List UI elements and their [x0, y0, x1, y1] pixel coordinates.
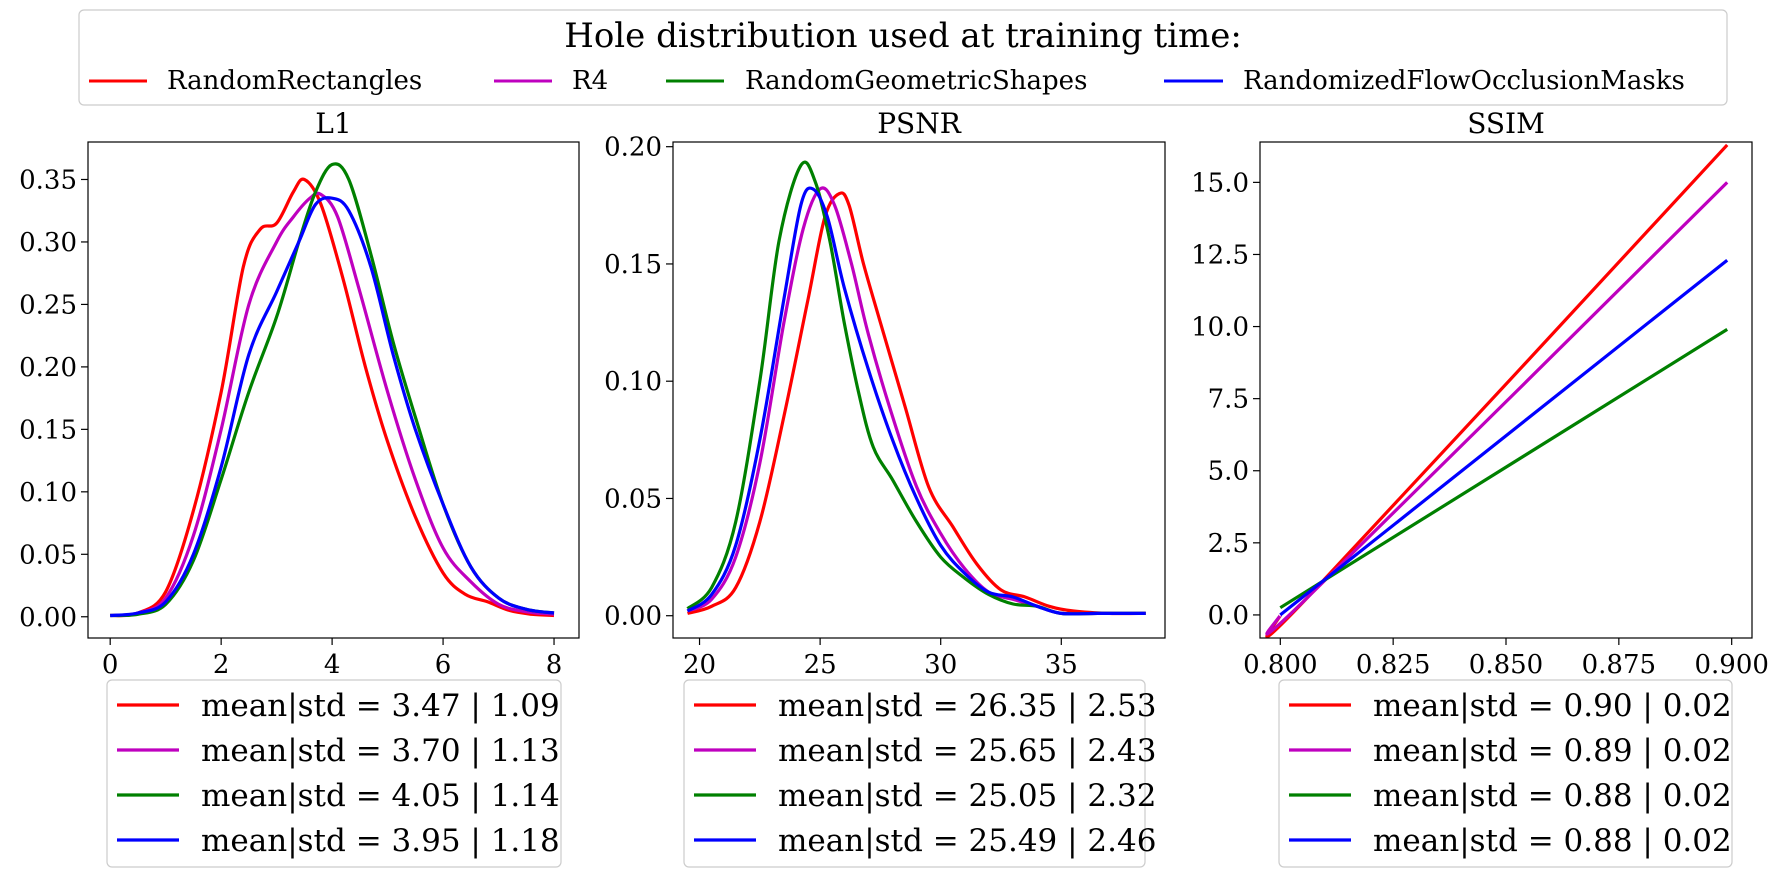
ssim-ytick-label-4: 10.0: [1191, 313, 1249, 343]
l1-ytick-label-2: 0.10: [19, 478, 77, 508]
psnr-title: PSNR: [877, 107, 962, 140]
l1-legend-label-3: mean|std = 3.95 | 1.18: [201, 823, 560, 859]
psnr-ytick-label-4: 0.20: [604, 133, 662, 163]
header-label-2: RandomGeometricShapes: [745, 66, 1087, 96]
l1-xtick-label-1: 2: [213, 650, 230, 680]
l1-ytick-label-3: 0.15: [19, 415, 77, 445]
l1-ytick-label-6: 0.30: [19, 228, 77, 258]
l1-ytick-label-4: 0.20: [19, 353, 77, 383]
psnr-legend-label-1: mean|std = 25.65 | 2.43: [778, 733, 1156, 769]
ssim-xtick-label-2: 0.850: [1469, 650, 1543, 680]
l1-series-1: [110, 191, 555, 618]
l1-ytick-label-5: 0.25: [19, 290, 77, 320]
l1-legend-label-0: mean|std = 3.47 | 1.09: [201, 688, 560, 724]
l1-series-3: [110, 196, 555, 618]
l1-panel: L1 0 2 4 6 8 0.00 0.05 0.10 0.15 0.20 0.25 0.30 0.35 m…: [19, 107, 580, 868]
ssim-ytick-label-6: 15.0: [1191, 168, 1249, 198]
psnr-series-3: [686, 186, 1146, 616]
psnr-legend: mean|std = 26.35 | 2.53 mean|std = 25.65 …: [683, 679, 1156, 868]
ssim-legend-label-0: mean|std = 0.90 | 0.02: [1373, 688, 1732, 724]
header-label-1: R4: [572, 66, 608, 96]
l1-xtick-label-4: 8: [546, 650, 563, 680]
l1-series-0: [110, 177, 555, 618]
ssim-xtick-label-1: 0.825: [1356, 650, 1430, 680]
psnr-legend-label-2: mean|std = 25.05 | 2.32: [778, 778, 1156, 814]
psnr-legend-box: [683, 679, 1146, 868]
header-title: Hole distribution used at training time:: [564, 16, 1242, 56]
ssim-title: SSIM: [1467, 107, 1545, 140]
l1-xtick-label-3: 6: [435, 650, 452, 680]
l1-legend-box: [106, 679, 562, 868]
ssim-panel: SSIM 0.800 0.825 0.850 0.875 0.900 0.0 2.5 5.0 7.…: [1191, 107, 1769, 868]
l1-ytick-label-7: 0.35: [19, 165, 77, 195]
psnr-axes-frame: [672, 141, 1166, 639]
psnr-legend-label-3: mean|std = 25.49 | 2.46: [778, 823, 1156, 859]
l1-series-group: [110, 162, 555, 618]
ssim-legend-label-3: mean|std = 0.88 | 0.02: [1373, 823, 1732, 859]
ssim-legend-label-2: mean|std = 0.88 | 0.02: [1373, 778, 1732, 814]
l1-axes-frame: [87, 141, 580, 639]
ssim-xtick-label-4: 0.900: [1694, 650, 1768, 680]
ssim-ytick-label-1: 2.5: [1208, 529, 1249, 559]
psnr-xtick-label-3: 35: [1045, 650, 1078, 680]
psnr-ytick-label-3: 0.15: [604, 250, 662, 280]
psnr-ytick-label-2: 0.10: [604, 367, 662, 397]
psnr-series-2: [686, 160, 1146, 616]
ssim-legend-label-1: mean|std = 0.89 | 0.02: [1373, 733, 1732, 769]
l1-title: L1: [315, 107, 351, 140]
psnr-series-group: [686, 160, 1146, 616]
header-label-3: RandomizedFlowOcclusionMasks: [1243, 66, 1685, 96]
psnr-xtick-label-1: 25: [804, 650, 837, 680]
l1-legend-label-1: mean|std = 3.70 | 1.13: [201, 733, 560, 769]
ssim-series-1: [1265, 181, 1729, 636]
l1-legend: mean|std = 3.47 | 1.09 mean|std = 3.70 | …: [106, 679, 562, 868]
ssim-series-group: [1265, 143, 1729, 638]
psnr-legend-label-0: mean|std = 26.35 | 2.53: [778, 688, 1156, 724]
l1-legend-label-2: mean|std = 4.05 | 1.14: [201, 778, 560, 814]
l1-xtick-label-0: 0: [102, 650, 119, 680]
psnr-ytick-label-0: 0.00: [604, 602, 662, 632]
ssim-ytick-label-5: 12.5: [1191, 240, 1249, 270]
ssim-ytick-label-0: 0.0: [1208, 601, 1249, 631]
header-label-0: RandomRectangles: [167, 66, 422, 96]
ssim-series-2: [1279, 328, 1729, 610]
header-entry-0: RandomRectangles: [89, 66, 422, 96]
header-entry-2: RandomGeometricShapes: [666, 66, 1087, 96]
ssim-series-3: [1279, 258, 1729, 617]
psnr-ytick-label-1: 0.05: [604, 484, 662, 514]
header-entry-1: R4: [494, 66, 608, 96]
header-entry-3: RandomizedFlowOcclusionMasks: [1164, 66, 1685, 96]
ssim-ytick-label-2: 5.0: [1208, 457, 1249, 487]
psnr-xtick-label-2: 30: [924, 650, 957, 680]
l1-ytick-label-1: 0.05: [19, 540, 77, 570]
psnr-series-0: [687, 191, 1146, 616]
ssim-legend: mean|std = 0.90 | 0.02 mean|std = 0.89 | …: [1278, 679, 1733, 868]
ssim-ytick-label-3: 7.5: [1208, 385, 1249, 415]
ssim-xtick-label-0: 0.800: [1243, 650, 1317, 680]
psnr-xtick-label-0: 20: [683, 650, 716, 680]
ssim-legend-box: [1278, 679, 1733, 868]
ssim-xtick-label-3: 0.875: [1582, 650, 1656, 680]
l1-ytick-label-0: 0.00: [19, 603, 77, 633]
header-legend: Hole distribution used at training time:…: [78, 9, 1728, 106]
l1-xtick-label-2: 4: [324, 650, 341, 680]
psnr-panel: PSNR 20 25 30 35 0.00 0.05 0.10 0.15 0.20 mean|std…: [604, 107, 1166, 868]
